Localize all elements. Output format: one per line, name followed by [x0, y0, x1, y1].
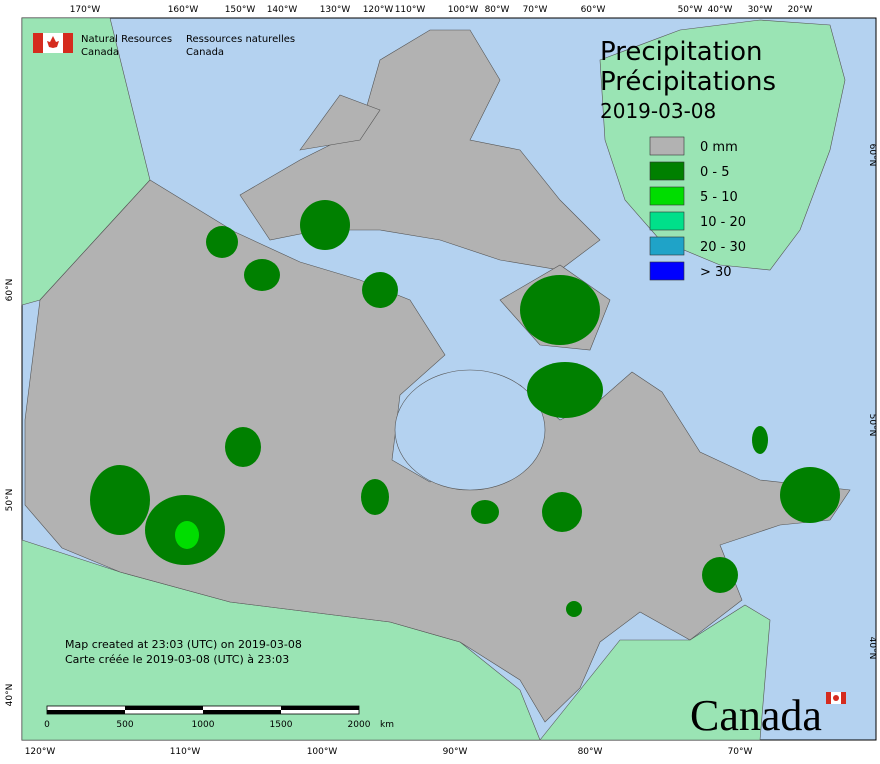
latitude-label: 50°N — [5, 489, 15, 512]
legend-label: 20 - 30 — [700, 240, 746, 255]
legend-swatch — [649, 186, 685, 206]
precip-areas — [90, 200, 840, 617]
precip-area — [206, 226, 238, 258]
arctic-island — [299, 94, 381, 151]
longitude-label: 110°W — [395, 5, 426, 15]
latitude-label: 60°N — [867, 144, 877, 167]
wordmark-flag — [826, 692, 846, 704]
flag-bar — [63, 33, 73, 53]
longitude-label: 110°W — [170, 747, 201, 757]
scale-unit: km — [380, 720, 394, 730]
maple-leaf — [47, 36, 59, 48]
latitude-label: 40°N — [5, 684, 15, 707]
latitude-label: 40°N — [867, 637, 877, 660]
agency-fr: Ressources naturelles — [186, 34, 295, 45]
legend-label: 0 - 5 — [700, 165, 730, 180]
longitude-label: 30°W — [748, 5, 773, 15]
legend-swatch — [649, 136, 685, 156]
precip-area-5-10 — [175, 521, 199, 549]
longitude-label: 20°W — [788, 5, 813, 15]
scale-label: 0 — [44, 720, 50, 730]
legend-label: 5 - 10 — [700, 190, 738, 205]
maple-leaf — [833, 695, 839, 701]
longitude-label: 170°W — [70, 5, 101, 15]
canada-mainland — [24, 179, 851, 723]
longitude-label: 130°W — [320, 5, 351, 15]
scale-segment — [203, 710, 281, 714]
precip-area — [362, 272, 398, 308]
agency-en: Natural Resources — [81, 34, 172, 45]
flag — [33, 33, 73, 53]
longitude-label: 40°W — [708, 5, 733, 15]
longitude-label: 150°W — [225, 5, 256, 15]
scale-segment — [125, 706, 203, 710]
precip-area — [471, 500, 499, 524]
longitude-label: 100°W — [307, 747, 338, 757]
longitude-label: 160°W — [168, 5, 199, 15]
scale-label: 500 — [116, 720, 133, 730]
scale-segment — [281, 706, 359, 710]
precip-area — [244, 259, 280, 291]
longitude-label: 90°W — [443, 747, 468, 757]
agency-en: Canada — [81, 47, 119, 58]
legend-swatch — [649, 161, 685, 181]
flag-bar — [841, 692, 846, 704]
legend-label: 10 - 20 — [700, 215, 746, 230]
longitude-label: 120°W — [25, 747, 56, 757]
wordmark: Canada — [690, 691, 822, 740]
precip-area — [780, 467, 840, 523]
longitude-label: 80°W — [578, 747, 603, 757]
longitude-label: 80°W — [485, 5, 510, 15]
precip-area — [300, 200, 350, 250]
scale-label: 1000 — [192, 720, 215, 730]
precip-area — [520, 275, 600, 345]
longitude-label: 50°W — [678, 5, 703, 15]
legend-swatch — [649, 236, 685, 256]
longitude-label: 120°W — [363, 5, 394, 15]
longitude-label: 70°W — [523, 5, 548, 15]
scale-label: 1500 — [270, 720, 293, 730]
title-date: 2019-03-08 — [600, 99, 716, 123]
created-en: Map created at 23:03 (UTC) on 2019-03-08 — [65, 638, 302, 651]
precip-area — [527, 362, 603, 418]
longitude-label: 100°W — [448, 5, 479, 15]
scale-label: 2000 — [348, 720, 371, 730]
legend-swatch — [649, 261, 685, 281]
longitude-label: 70°W — [728, 747, 753, 757]
flag-bar — [826, 692, 831, 704]
precip-area — [361, 479, 389, 515]
title-fr: Précipitations — [600, 67, 776, 97]
hudson-bay — [394, 369, 546, 491]
legend-label: > 30 — [700, 265, 732, 280]
precip-area — [752, 426, 768, 454]
precip-area — [702, 557, 738, 593]
title-en: Precipitation — [600, 37, 763, 67]
longitude-label: 140°W — [267, 5, 298, 15]
flag-bar — [33, 33, 43, 53]
precip-area — [542, 492, 582, 532]
precip-area — [566, 601, 582, 617]
precip-area — [225, 427, 261, 467]
created-fr: Carte créée le 2019-03-08 (UTC) à 23:03 — [65, 653, 289, 666]
latitude-label: 50°N — [867, 414, 877, 437]
scale-segment — [47, 710, 125, 714]
usa-east — [539, 604, 771, 741]
latitude-label: 60°N — [5, 279, 15, 302]
longitude-label: 60°W — [581, 5, 606, 15]
greenland — [599, 19, 846, 271]
precip-area — [90, 465, 150, 535]
legend-swatch — [649, 211, 685, 231]
legend-label: 0 mm — [700, 140, 738, 155]
agency-fr: Canada — [186, 47, 224, 58]
